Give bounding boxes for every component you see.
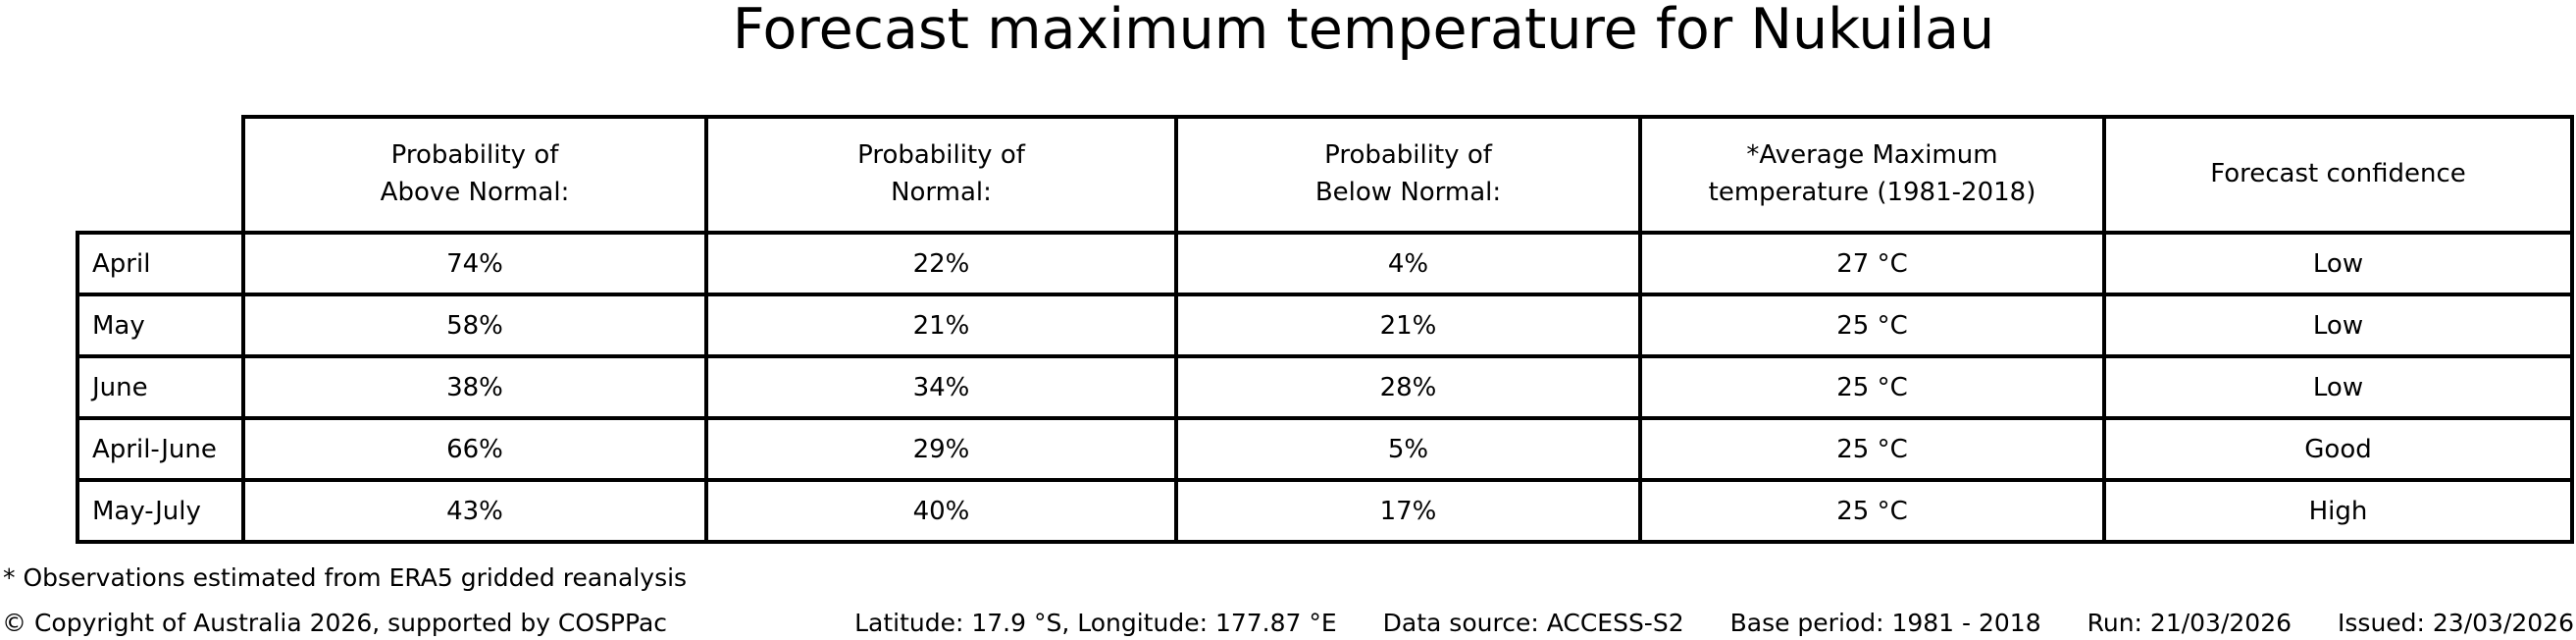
col-header-forecast-confidence: Forecast confidence: [2102, 115, 2574, 235]
below-normal-cell: 5%: [1174, 416, 1642, 482]
header-line: Below Normal:: [1314, 178, 1502, 207]
normal-cell: 22%: [704, 231, 1178, 296]
header-line: Probability of: [390, 140, 559, 171]
confidence-cell: Low: [2102, 354, 2574, 420]
avg-max-temp-cell: 25 °C: [1638, 416, 2106, 482]
copyright-text: © Copyright of Australia 2026, supported…: [2, 609, 668, 637]
page-title: Forecast maximum temperature for Nukuila…: [732, 0, 1995, 62]
avg-max-temp-cell: 25 °C: [1638, 354, 2106, 420]
below-normal-cell: 17%: [1174, 478, 1642, 544]
run-date-text: Run: 21/03/2026: [2087, 609, 2293, 637]
forecast-table: Probability of Above Normal: Probability…: [76, 115, 2574, 544]
below-normal-cell: 4%: [1174, 231, 1642, 296]
period-cell: April: [76, 231, 245, 296]
confidence-cell: Low: [2102, 293, 2574, 358]
avg-max-temp-cell: 25 °C: [1638, 478, 2106, 544]
table-row-june: June 38% 34% 28% 25 °C Low: [76, 354, 2574, 420]
table-header-row: Probability of Above Normal: Probability…: [77, 115, 2574, 235]
period-cell: April-June: [76, 416, 245, 482]
col-header-average-max-temp: *Average Maximum temperature (1981-2018): [1638, 115, 2106, 235]
observations-footnote: * Observations estimated from ERA5 gridd…: [3, 563, 688, 592]
empty-corner-cell: [77, 117, 243, 233]
header-line: Above Normal:: [380, 178, 570, 207]
table-row-april-june: April-June 66% 29% 5% 25 °C Good: [76, 416, 2574, 482]
footer-metadata: Latitude: 17.9 °S, Longitude: 177.87 °E …: [854, 609, 2574, 637]
normal-cell: 21%: [704, 293, 1178, 358]
period-cell: May: [76, 293, 245, 358]
col-header-below-normal: Probability of Below Normal:: [1174, 115, 1642, 235]
table-row-may-july: May-July 43% 40% 17% 25 °C High: [76, 478, 2574, 544]
col-header-above-normal: Probability of Above Normal:: [241, 115, 708, 235]
header-line: Forecast confidence: [2210, 159, 2466, 189]
above-normal-cell: 38%: [241, 354, 708, 420]
normal-cell: 34%: [704, 354, 1178, 420]
header-line: temperature (1981-2018): [1708, 178, 2036, 207]
normal-cell: 40%: [704, 478, 1178, 544]
above-normal-cell: 74%: [241, 231, 708, 296]
confidence-cell: High: [2102, 478, 2574, 544]
below-normal-cell: 21%: [1174, 293, 1642, 358]
above-normal-cell: 66%: [241, 416, 708, 482]
confidence-cell: Low: [2102, 231, 2574, 296]
confidence-cell: Good: [2102, 416, 2574, 482]
avg-max-temp-cell: 27 °C: [1638, 231, 2106, 296]
data-source-text: Data source: ACCESS-S2: [1382, 609, 1684, 637]
header-line: Normal:: [891, 178, 992, 207]
location-text: Latitude: 17.9 °S, Longitude: 177.87 °E: [854, 609, 1337, 637]
normal-cell: 29%: [704, 416, 1178, 482]
footer-bar: © Copyright of Australia 2026, supported…: [0, 609, 2576, 637]
table-row-may: May 58% 21% 21% 25 °C Low: [76, 293, 2574, 358]
header-line: Probability of: [1324, 140, 1492, 171]
above-normal-cell: 43%: [241, 478, 708, 544]
header-line: Probability of: [857, 140, 1025, 171]
issued-date-text: Issued: 23/03/2026: [2338, 609, 2574, 637]
period-cell: June: [76, 354, 245, 420]
above-normal-cell: 58%: [241, 293, 708, 358]
header-line: *Average Maximum: [1746, 140, 1998, 171]
table-row-april: April 74% 22% 4% 27 °C Low: [76, 231, 2574, 296]
col-header-normal: Probability of Normal:: [704, 115, 1178, 235]
below-normal-cell: 28%: [1174, 354, 1642, 420]
avg-max-temp-cell: 25 °C: [1638, 293, 2106, 358]
base-period-text: Base period: 1981 - 2018: [1729, 609, 2041, 637]
period-cell: May-July: [76, 478, 245, 544]
